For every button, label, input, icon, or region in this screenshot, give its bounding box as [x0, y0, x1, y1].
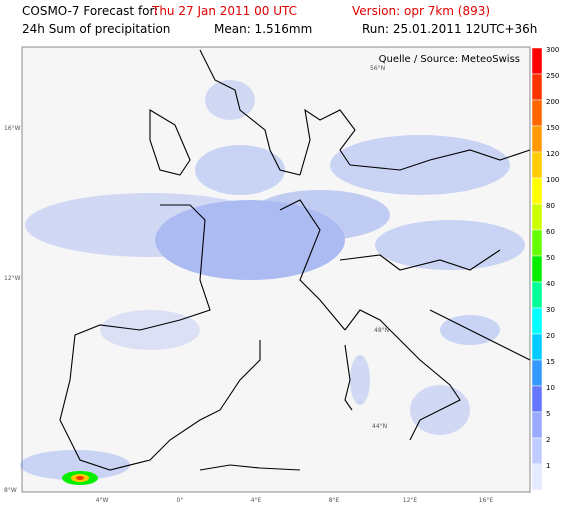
lon-label: 4°W — [96, 497, 109, 504]
precipitation — [20, 80, 525, 480]
forecast-label: COSMO-7 Forecast for: — [22, 4, 159, 18]
lon-label: 8°W — [4, 487, 17, 494]
mean: Mean: 1.516mm — [214, 22, 313, 36]
lon-label: 0° — [177, 497, 184, 504]
colorbar-swatch — [531, 359, 543, 387]
colorbar-label: 30 — [546, 306, 555, 314]
colorbar-swatch — [531, 229, 543, 257]
colorbar-label: 300 — [546, 46, 559, 54]
colorbar-label: 2 — [546, 436, 550, 444]
source: Quelle / Source: MeteoSwiss — [379, 54, 520, 65]
colorbar-swatch — [531, 73, 543, 101]
colorbar-label: 5 — [546, 410, 550, 418]
colorbar-swatch — [531, 411, 543, 439]
colorbar-label: 40 — [546, 280, 555, 288]
colorbar-swatch — [531, 333, 543, 361]
labels: 16°W 12°W 8°W 4°W 0° 4°E 8°E 12°E 16°E 56°N 48°N 44… — [4, 65, 493, 504]
colorbar-label: 50 — [546, 254, 555, 262]
colorbar-label: 10 — [546, 384, 555, 392]
colorbar-label: 15 — [546, 358, 555, 366]
colorbar-label: 100 — [546, 176, 559, 184]
colorbar-swatch — [531, 437, 543, 465]
lat-label: 48°N — [374, 327, 389, 334]
colorbar-label: 80 — [546, 202, 555, 210]
lon-label: 12°W — [4, 275, 21, 282]
colorbar-label: 150 — [546, 124, 559, 132]
forecast-time: Thu 27 Jan 2011 00 UTC — [152, 4, 297, 18]
lon-label: 4°E — [251, 497, 262, 504]
colorbar-label: 250 — [546, 72, 559, 80]
colorbar-swatch — [531, 463, 543, 491]
colorbar-swatch — [531, 203, 543, 231]
colorbar-label: 200 — [546, 98, 559, 106]
colorbar-swatch — [531, 151, 543, 179]
lon-label: 8°E — [329, 497, 340, 504]
run: Run: 25.01.2011 12UTC+36h — [362, 22, 538, 36]
colorbar-label: 120 — [546, 150, 559, 158]
colorbar-label: 60 — [546, 228, 555, 236]
coastlines — [59, 49, 531, 471]
lon-label: 16°W — [4, 125, 21, 132]
lat-label: 56°N — [370, 65, 385, 72]
lon-label: 12°E — [403, 497, 418, 504]
lat-label: 44°N — [372, 423, 387, 430]
lon-label: 16°E — [479, 497, 494, 504]
product: 24h Sum of precipitation — [22, 22, 171, 36]
colorbar-swatch — [531, 281, 543, 309]
colorbar-swatch — [531, 255, 543, 283]
colorbar-swatch — [531, 307, 543, 335]
colorbar-swatch — [531, 99, 543, 127]
version: Version: opr 7km (893) — [352, 4, 491, 18]
colorbar: 300 250 200 150 120 100 80 60 50 40 30 20 15 10 5 2 1 — [531, 46, 559, 491]
colorbar-swatch — [531, 177, 543, 205]
colorbar-label: 1 — [546, 462, 550, 470]
colorbar-swatch — [531, 47, 543, 75]
colorbar-swatch — [531, 125, 543, 153]
colorbar-label: 20 — [546, 332, 555, 340]
heavy-precip — [76, 476, 84, 480]
colorbar-swatch — [531, 385, 543, 413]
